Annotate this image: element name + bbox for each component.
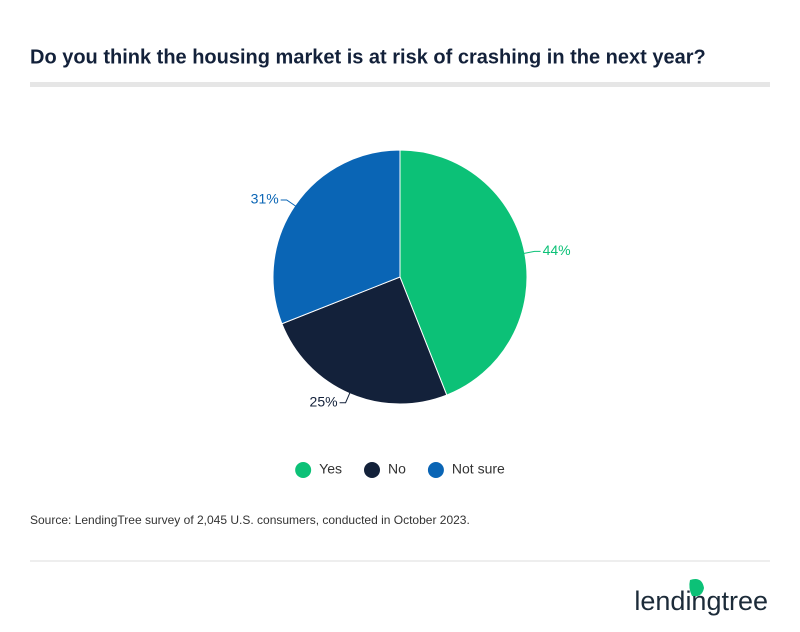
- leader-line: [339, 391, 351, 404]
- title-divider: [30, 82, 770, 87]
- legend-swatch: [364, 462, 381, 478]
- legend-label: Yes: [319, 461, 342, 477]
- legend-swatch: [295, 462, 312, 478]
- source-note: Source: LendingTree survey of 2,045 U.S.…: [30, 513, 470, 527]
- legend-swatch: [427, 462, 444, 478]
- data-label: 31%: [251, 191, 279, 207]
- pie: 44% 25% 31%: [251, 149, 571, 409]
- leader-line: [522, 250, 541, 255]
- legend: Yes No Not sure: [295, 461, 505, 478]
- data-label: 25%: [310, 393, 338, 409]
- chart-title: Do you think the housing market is at ri…: [30, 46, 706, 68]
- leader-line: [280, 199, 297, 208]
- legend-label: Not sure: [452, 461, 505, 477]
- legend-label: No: [388, 461, 406, 477]
- logo: lendingtree: [634, 586, 768, 616]
- data-label: 44%: [543, 242, 571, 258]
- logo-leaf: [689, 579, 704, 597]
